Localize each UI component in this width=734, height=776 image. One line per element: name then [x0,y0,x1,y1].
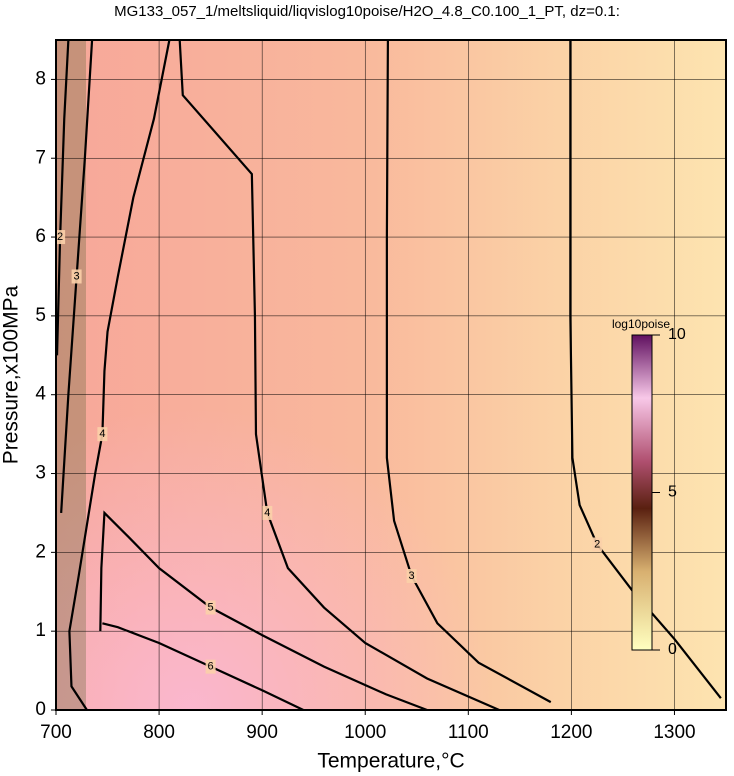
x-axis-label: Temperature,°C [317,750,464,773]
contour-label-bg [55,230,66,245]
x-tick-label: 1100 [448,722,489,743]
y-tick-label: 6 [35,226,46,247]
x-tick-label: 1200 [550,722,592,743]
y-tick-label: 0 [35,699,46,720]
contour-line [569,40,722,699]
contour-label: 4 [99,428,105,440]
colorbar-label: log10poise [612,317,670,331]
contour-line [99,510,428,712]
contour-line [385,39,552,704]
contour-label-bg [592,537,603,552]
x-tick-label: 1300 [653,722,695,743]
colorbar [631,334,653,651]
y-tick-label: 7 [35,147,46,168]
plot-frame [55,39,727,711]
y-tick-label: 8 [35,68,46,89]
contour-label: 4 [264,507,270,519]
contour-label-bg [205,659,216,674]
contour-label: 6 [208,661,214,673]
y-tick-label: 2 [35,541,46,562]
colorbar-tick-label: 0 [668,641,677,658]
y-tick-label: 3 [35,463,46,484]
contour-label: 3 [409,570,415,582]
contour-line [68,39,171,711]
contour-label-bg [406,569,417,583]
left-dark-band [56,40,86,710]
contour-label-bg [262,505,273,520]
chart-title: MG133_057_1/meltsliquid/liqvislog10poise… [114,3,620,20]
plot-shading [56,40,726,710]
contour-line [55,39,70,356]
y-tick-label: 1 [35,620,46,641]
contour-label: 2 [594,538,600,550]
contour-label-bg [205,600,216,615]
contour-label: 2 [57,231,63,243]
y-tick-label: 5 [35,305,46,326]
contour-label-bg [71,269,82,284]
contour-label-bg [97,427,108,442]
x-tick-label: 800 [143,722,175,743]
colorbar-tick-label: 5 [668,484,677,501]
y-tick-label: 4 [35,384,46,405]
contour-label: 5 [208,601,214,613]
x-tick-label: 1000 [344,722,386,743]
y-axis-label: Pressure,x100MPa [0,285,23,464]
contour-label: 3 [74,270,80,282]
colorbar-tick-label: 10 [668,326,686,343]
x-tick-label: 700 [40,722,72,743]
x-tick-label: 900 [246,722,278,743]
contour-line [102,622,304,711]
